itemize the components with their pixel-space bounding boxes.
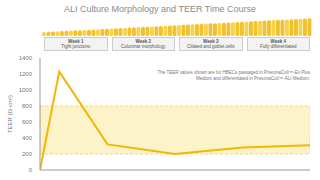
svg-text:400: 400 — [22, 135, 33, 141]
html-text:Fully differentiated: Fully differentiated — [259, 44, 297, 49]
svg-text:600: 600 — [22, 119, 33, 125]
html-text:Columnar morphology: Columnar morphology — [121, 44, 166, 49]
svg-text:200: 200 — [22, 151, 33, 157]
html-text:Tight junctions: Tight junctions — [61, 44, 91, 49]
svg-text:1000: 1000 — [19, 87, 33, 93]
svg-text:0: 0 — [29, 167, 33, 173]
svg-text:1400: 1400 — [19, 55, 33, 61]
svg-text:1200: 1200 — [19, 71, 33, 77]
html-text:Week 2: Week 2 — [135, 39, 151, 44]
html-text:The TEER values shown are for: The TEER values shown are for HBECs pass… — [157, 70, 310, 81]
svg-text:TEER (Ω·cm²): TEER (Ω·cm²) — [8, 95, 13, 133]
html-text:Ciliated and goblet cells: Ciliated and goblet cells — [187, 44, 235, 49]
html-text:Week 1: Week 1 — [68, 39, 84, 44]
svg-text:800: 800 — [22, 103, 33, 109]
html-text:Week 3: Week 3 — [203, 39, 219, 44]
html-text:ALI Culture Morphology and TEE: ALI Culture Morphology and TEER Time Cou… — [64, 4, 256, 14]
html-text:Week 4: Week 4 — [270, 39, 286, 44]
